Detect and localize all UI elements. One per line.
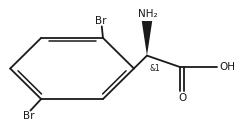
Text: &1: &1: [149, 64, 160, 73]
Text: NH₂: NH₂: [138, 9, 158, 19]
Polygon shape: [142, 21, 152, 56]
Text: O: O: [178, 93, 186, 103]
Text: Br: Br: [95, 16, 106, 26]
Text: OH: OH: [219, 62, 235, 72]
Text: Br: Br: [24, 111, 35, 121]
